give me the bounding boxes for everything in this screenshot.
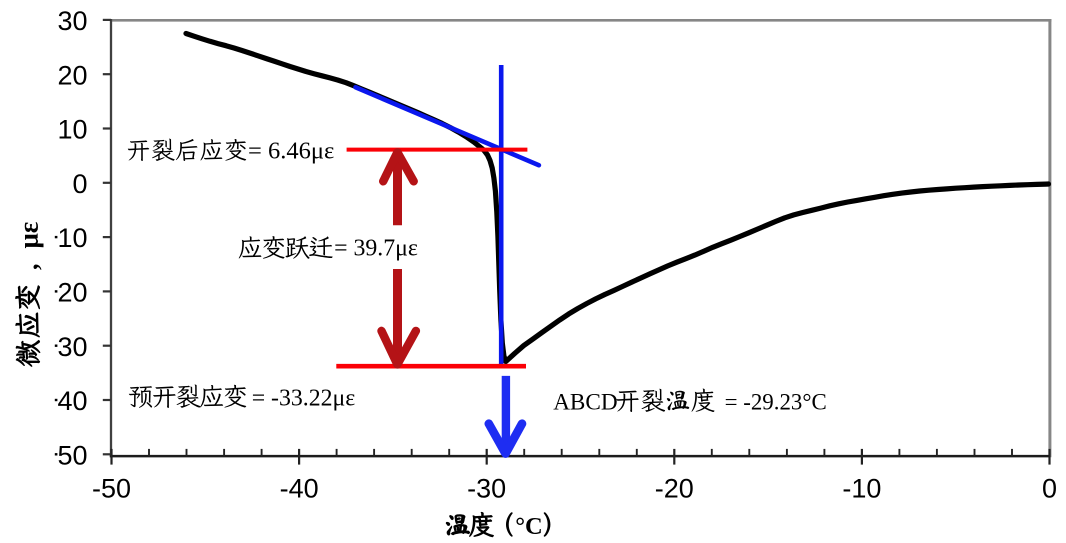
svg-text:20: 20 [57, 278, 87, 308]
svg-text:= 6.46με: = 6.46με [248, 138, 334, 165]
svg-text:10: 10 [57, 223, 87, 253]
svg-text:10: 10 [57, 115, 87, 145]
svg-text:30: 30 [57, 332, 87, 362]
svg-text:= -33.22με: = -33.22με [252, 385, 356, 411]
svg-text:= -29.23°C: = -29.23°C [725, 390, 827, 415]
svg-text:-30: -30 [467, 473, 506, 503]
svg-text:= 39.7με: = 39.7με [334, 236, 418, 262]
svg-text:0: 0 [1042, 473, 1057, 503]
svg-text:-50: -50 [92, 473, 131, 503]
svg-text:,: , [14, 264, 43, 271]
svg-text:0: 0 [72, 169, 87, 199]
svg-text:30: 30 [57, 6, 87, 36]
svg-text:ABCD: ABCD [553, 390, 617, 416]
svg-text:-20: -20 [655, 473, 694, 503]
svg-text:με: με [13, 222, 43, 249]
svg-text:50: 50 [57, 440, 87, 470]
svg-text:40: 40 [57, 386, 87, 416]
svg-text:-40: -40 [280, 473, 319, 503]
svg-text:-10: -10 [842, 473, 881, 503]
svg-text:°C: °C [515, 513, 543, 540]
svg-text:20: 20 [57, 60, 87, 90]
